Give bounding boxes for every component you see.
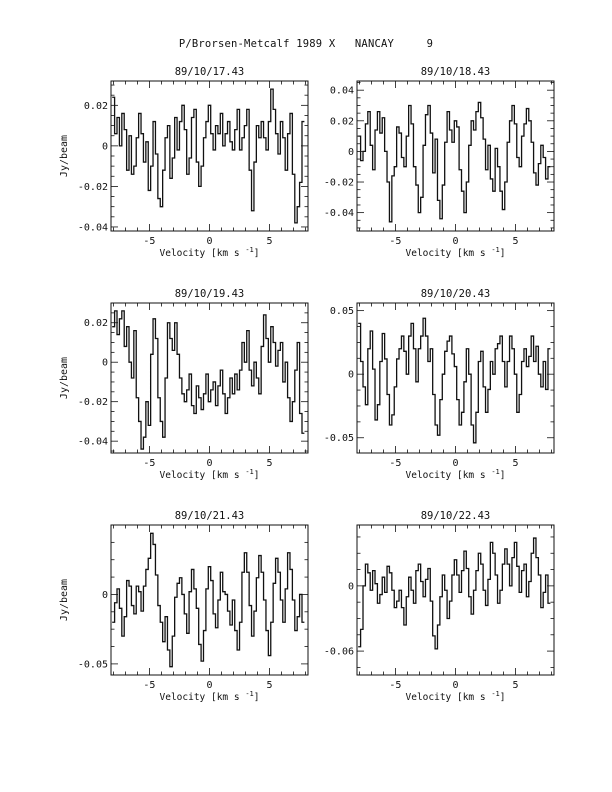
chart-panel: -5 0 5 0 -0.05 89/10/21.43 Velocity [km s -1] J… — [59, 510, 309, 703]
spectrum-line — [358, 101, 551, 223]
chart-panel: -5 0 5 0.02 0 -0.02 -0.04 89/10/19.43 Velocity [… — [59, 288, 309, 481]
chart-panel: -5 0 5 0 -0.06 89/10/22.43 Velocity [km s -1] — [324, 510, 555, 703]
x-tick-label: 0 — [206, 458, 212, 469]
x-tick-label: 5 — [513, 236, 519, 247]
x-tick-label: -5 — [389, 680, 401, 691]
x-tick-label: -5 — [389, 458, 401, 469]
y-tick-label: 0 — [102, 141, 108, 152]
y-tick-label: 0 — [102, 358, 108, 369]
panel-title: 89/10/17.43 — [175, 66, 245, 78]
y-axis-label: Jy/beam — [59, 579, 70, 621]
x-tick-label: 5 — [267, 680, 273, 691]
x-tick-label: 5 — [513, 458, 519, 469]
panel-title: 89/10/20.43 — [421, 288, 491, 300]
spectrum-line — [112, 310, 305, 450]
y-tick-label: -0.02 — [324, 178, 354, 189]
x-tick-label: 0 — [452, 236, 458, 247]
x-tick-label: 5 — [267, 236, 273, 247]
plot-frame — [110, 80, 309, 232]
y-tick-label: -0.06 — [324, 647, 354, 658]
panel-title: 89/10/19.43 — [175, 288, 245, 300]
y-tick-label: 0 — [348, 147, 354, 158]
spectrum-line — [112, 88, 305, 224]
y-tick-label: -0.04 — [324, 208, 354, 219]
x-tick-label: -5 — [143, 236, 155, 247]
spectrum-line — [358, 537, 551, 650]
y-tick-label: -0.02 — [78, 182, 108, 193]
panel-title: 89/10/22.43 — [421, 510, 491, 522]
x-tick-label: 0 — [206, 680, 212, 691]
panel-title: 89/10/18.43 — [421, 66, 491, 78]
page-title: P/Brorsen-Metcalf 1989 X NANCAY 9 — [178, 38, 434, 50]
x-tick-label: 5 — [513, 680, 519, 691]
y-tick-label: 0.02 — [84, 318, 108, 329]
y-tick-label: -0.05 — [78, 659, 108, 670]
y-tick-label: 0 — [348, 370, 354, 381]
y-axis-label: Jy/beam — [59, 357, 70, 399]
x-tick-label: -5 — [389, 236, 401, 247]
spectrum-line — [112, 532, 305, 668]
y-tick-label: -0.04 — [78, 437, 108, 448]
y-tick-label: -0.02 — [78, 397, 108, 408]
y-tick-label: 0.02 — [330, 116, 354, 127]
x-tick-label: -5 — [143, 458, 155, 469]
chart-panel: -5 0 5 0.02 0 -0.02 -0.04 89/10/17.43 Velocity [… — [59, 66, 309, 259]
x-axis-label: Velocity [km s -1] — [406, 468, 506, 481]
x-axis-label: Velocity [km s -1] — [406, 690, 506, 703]
y-tick-label: 0 — [102, 590, 108, 601]
y-axis-label: Jy/beam — [59, 135, 70, 177]
y-tick-label: 0.05 — [330, 306, 354, 317]
y-tick-label: -0.05 — [324, 433, 354, 444]
x-tick-label: 0 — [206, 236, 212, 247]
x-axis-label: Velocity [km s -1] — [160, 246, 260, 259]
y-tick-label: 0 — [348, 581, 354, 592]
x-axis-label: Velocity [km s -1] — [160, 690, 260, 703]
chart-panel: -5 0 5 0.05 0 -0.05 89/10/20.43 Velocity [km s … — [324, 288, 555, 481]
y-tick-label: -0.04 — [78, 222, 108, 233]
x-tick-label: -5 — [143, 680, 155, 691]
plot-frame — [356, 524, 555, 676]
spectrum-line — [358, 317, 551, 444]
x-tick-label: 5 — [267, 458, 273, 469]
x-tick-label: 0 — [452, 458, 458, 469]
x-axis-label: Velocity [km s -1] — [406, 246, 506, 259]
x-tick-label: 0 — [452, 680, 458, 691]
chart-panel: -5 0 5 0.04 0.02 0 -0.02 -0.04 89/10/18.43 Veloci… — [324, 66, 555, 259]
x-axis-label: Velocity [km s -1] — [160, 468, 260, 481]
panel-title: 89/10/21.43 — [175, 510, 245, 522]
y-tick-label: 0.04 — [330, 86, 354, 97]
y-tick-label: 0.02 — [84, 101, 108, 112]
